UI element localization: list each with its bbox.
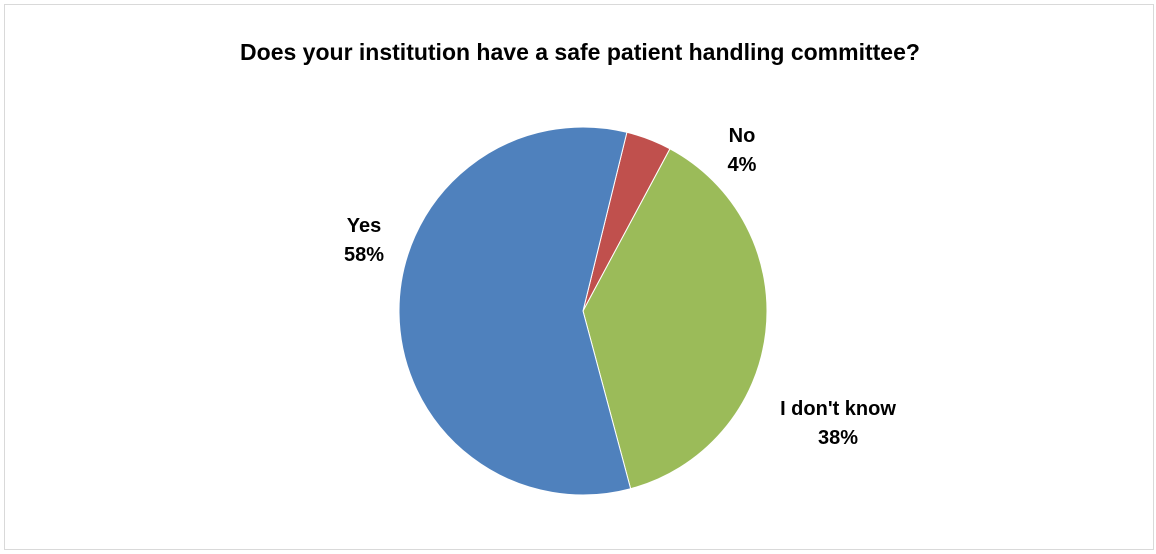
chart-title: Does your institution have a safe patien…	[240, 39, 920, 65]
slice-value-label-i-don-t-know: 38%	[818, 427, 858, 449]
slice-label-yes: Yes	[347, 215, 381, 237]
slice-label-i-don-t-know: I don't know	[780, 398, 896, 420]
slice-label-no: No	[729, 125, 756, 147]
pie-slice-yes	[398, 126, 632, 496]
pie-slice-i-don-t-know	[582, 148, 768, 490]
slice-value-label-no: 4%	[728, 154, 757, 176]
pie-chart: Yes 58% No 4% I don't know 38%	[344, 125, 896, 496]
chart-area: Does your institution have a safe patien…	[4, 4, 1154, 550]
slice-value-label-yes: 58%	[344, 244, 384, 266]
